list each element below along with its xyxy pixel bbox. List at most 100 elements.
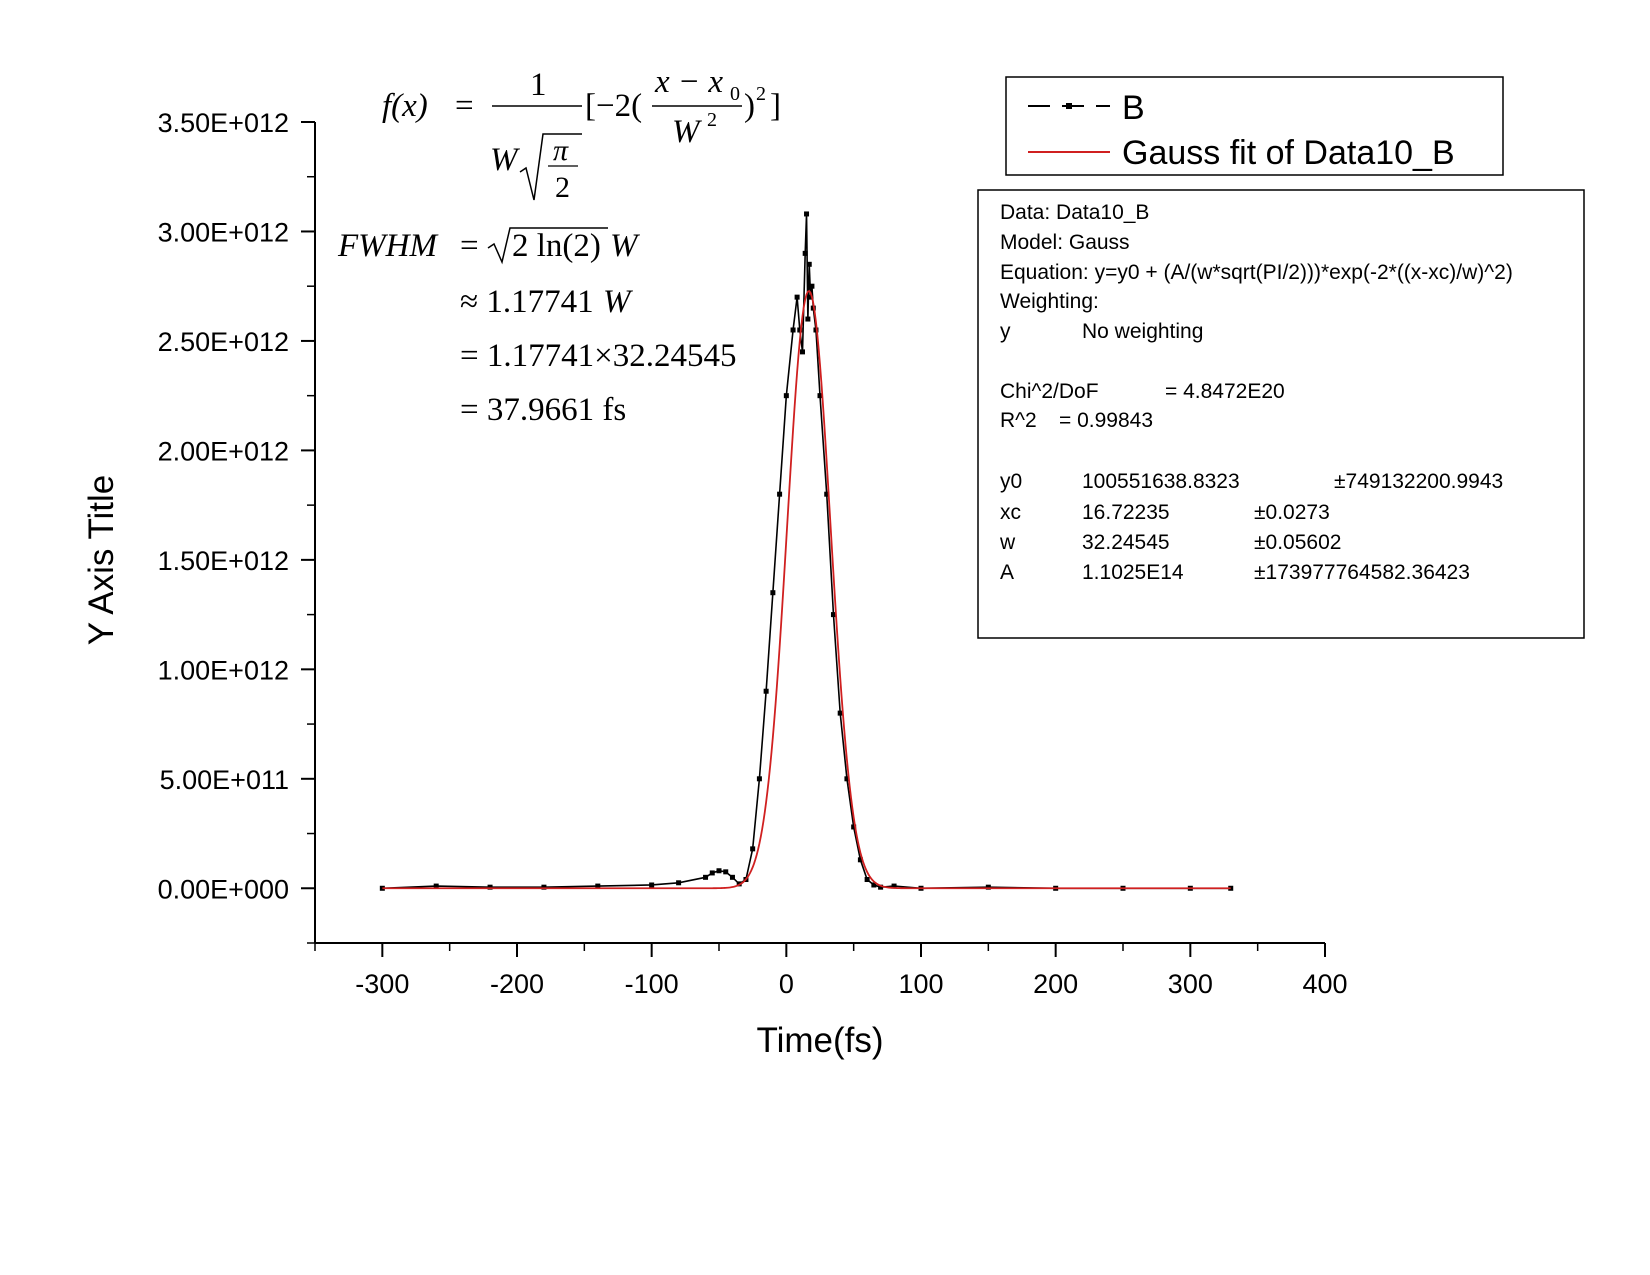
fit-stats-lines: Data: Data10_B Model: Gauss Equation: y=y0…: [999, 201, 1513, 584]
y-axis-title: Y Axis Title: [82, 475, 121, 646]
x-tick-label: 400: [1302, 969, 1347, 999]
series-b-point: [487, 884, 493, 890]
formula-W: W: [490, 142, 520, 178]
fit-stats-box: Data: Data10_B Model: Gauss Equation: y=y0…: [977, 189, 1585, 639]
x-tick-label: -200: [490, 969, 544, 999]
series-b-point: [857, 857, 863, 863]
series-b-point: [797, 327, 803, 333]
formula-bracket-open: [−2(: [585, 88, 642, 124]
stats-value: 1.1025E14: [1082, 561, 1184, 584]
stats-value: 32.24545: [1082, 531, 1170, 554]
stats-key: Equation: y=y0 + (A/(w*sqrt(PI/2)))*exp(…: [1000, 261, 1513, 284]
y-tick-label: 3.00E+012: [158, 217, 289, 247]
series-b-point: [783, 393, 789, 399]
formula-approx-W: W: [603, 284, 633, 320]
series-b-point: [716, 868, 722, 874]
formula-two: 2: [555, 171, 570, 204]
formula-bracket-end: ]: [770, 88, 781, 124]
gauss-fit-line: [382, 289, 1231, 890]
series-b-point: [756, 776, 762, 782]
y-tick-label: 2.00E+012: [158, 436, 289, 466]
stats-value: No weighting: [1082, 320, 1203, 343]
series-b-point: [804, 211, 810, 217]
stats-value: 100551638.8323: [1082, 470, 1240, 493]
formula-fwhm-eq: =: [460, 228, 479, 264]
y-tick-label: 2.50E+012: [158, 327, 289, 357]
series-b-point: [851, 824, 857, 830]
legend-box: [1005, 76, 1504, 176]
stats-error: ±0.0273: [1254, 501, 1330, 524]
series-b-point: [817, 393, 823, 399]
series-b-point: [729, 874, 735, 880]
stats-key: Chi^2/DoF: [1000, 380, 1099, 403]
series-b-point: [541, 884, 547, 890]
series-b-point: [676, 880, 682, 886]
series-b-point: [709, 870, 715, 876]
stats-key: y: [1000, 320, 1011, 343]
fit-stats-frame: [977, 189, 1585, 639]
formula-numerator: 1: [530, 67, 547, 103]
stats-value: = 0.99843: [1059, 409, 1153, 432]
series-b-point: [703, 874, 709, 880]
formula-fwhm-sqrt-sign: [487, 227, 608, 265]
x-tick-label: 200: [1033, 969, 1078, 999]
formula-sqrt-sign: [519, 133, 582, 201]
formula-W2-sq: 2: [707, 109, 717, 131]
y-tick-label: 0.00E+000: [158, 874, 289, 904]
series-b-point: [805, 316, 811, 322]
x-tick-label: 0: [779, 969, 794, 999]
x-tick-label: -300: [355, 969, 409, 999]
stats-value: 16.72235: [1082, 501, 1170, 524]
x-tick-label: -100: [625, 969, 679, 999]
series-b-point: [802, 250, 808, 256]
x-tick-label: 100: [898, 969, 943, 999]
legend: B Gauss fit of Data10_B: [1005, 76, 1504, 176]
plot-area: [379, 211, 1234, 891]
axes: [314, 122, 1325, 944]
formula-fwhm-rhs: 2 ln(2): [512, 228, 601, 264]
y-tick-label: 1.50E+012: [158, 546, 289, 576]
y-ticks: 0.00E+000 5.00E+011 1.00E+012 1.50E+012 2.00…: [158, 108, 315, 944]
series-b-point: [844, 776, 850, 782]
formula-approx: ≈ 1.17741: [460, 284, 594, 320]
series-b-point: [763, 688, 769, 694]
formula-annotation: f(x) = 1 W π 2 [−2( x − x 0 W 2 ) 2 ] FW…: [337, 64, 781, 428]
formula-x-minus: x − x: [654, 64, 723, 100]
x-tick-label: 300: [1168, 969, 1213, 999]
series-b-point: [777, 491, 783, 497]
formula-eq: =: [455, 88, 474, 124]
formula-pi: π: [553, 134, 569, 167]
formula-sub0: 0: [730, 83, 740, 105]
series-b-point: [891, 883, 897, 889]
series-b-point: [790, 327, 796, 333]
stats-key: w: [999, 531, 1016, 554]
y-tick-label: 3.50E+012: [158, 108, 289, 138]
stats-error: ±173977764582.36423: [1254, 561, 1470, 584]
legend-symbol-b: [1066, 103, 1072, 109]
series-b-point: [649, 882, 655, 888]
series-b-point: [799, 349, 805, 355]
series-b-point: [824, 491, 830, 497]
formula-W2: W: [672, 114, 702, 150]
stats-key: Weighting:: [1000, 290, 1099, 313]
formula-line3: = 1.17741×32.24545: [460, 338, 736, 374]
stats-key: R^2: [1000, 409, 1037, 432]
series-b-point: [837, 710, 843, 716]
formula-fx: f(x): [382, 88, 428, 124]
series-b-point: [806, 261, 812, 267]
stats-error: ±0.05602: [1254, 531, 1341, 554]
stats-key: xc: [1000, 501, 1021, 524]
formula-line4: = 37.9661 fs: [460, 392, 626, 428]
x-axis-title: Time(fs): [756, 1021, 883, 1060]
series-b-point: [830, 612, 836, 618]
series-b-point: [723, 869, 729, 875]
series-b-point: [750, 846, 756, 852]
formula-fwhm-W: W: [610, 228, 640, 264]
y-tick-label: 1.00E+012: [158, 655, 289, 685]
series-b-point: [878, 884, 884, 890]
stats-key: Model: Gauss: [1000, 231, 1130, 254]
stats-key: Data: Data10_B: [1000, 201, 1149, 224]
series-b-point: [595, 883, 601, 889]
stats-error: ±749132200.9943: [1334, 470, 1503, 493]
